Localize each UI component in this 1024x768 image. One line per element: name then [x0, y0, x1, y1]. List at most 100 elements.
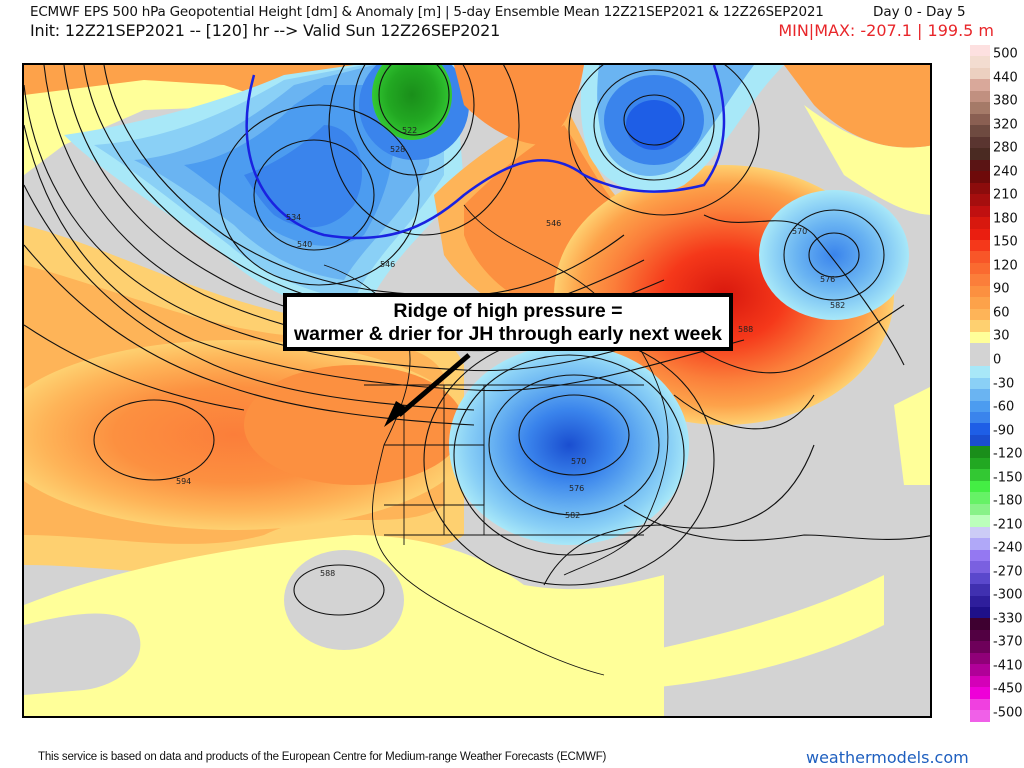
colorbar-swatch — [970, 274, 990, 286]
colorbar-label: 90 — [993, 281, 1010, 297]
colorbar-swatch — [970, 56, 990, 68]
map-canvas: 522 528 534 540 546 570 576 582 588 594 … — [24, 65, 930, 716]
colorbar-swatch — [970, 285, 990, 298]
contour-label: 528 — [390, 145, 405, 154]
colorbar-swatch — [970, 584, 990, 596]
chart-title: ECMWF EPS 500 hPa Geopotential Height [d… — [30, 4, 824, 20]
colorbar-swatch — [970, 366, 990, 378]
colorbar-swatch — [970, 618, 990, 630]
colorbar — [970, 45, 990, 722]
min-max-readout: MIN|MAX: -207.1 | 199.5 m — [778, 21, 994, 40]
contour-label: 588 — [320, 569, 335, 578]
colorbar-label: -30 — [993, 376, 1015, 391]
colorbar-label: 380 — [993, 93, 1018, 109]
colorbar-swatch — [970, 45, 990, 57]
colorbar-swatch — [970, 664, 990, 676]
colorbar-label: 0 — [993, 352, 1002, 368]
colorbar-label: 240 — [993, 164, 1018, 180]
colorbar-swatch — [970, 136, 990, 149]
colorbar-swatch — [970, 629, 990, 642]
colorbar-label: -500 — [993, 705, 1023, 721]
colorbar-swatch — [970, 228, 990, 240]
colorbar-label: 30 — [993, 328, 1010, 344]
colorbar-swatch — [970, 595, 990, 607]
colorbar-label: -150 — [993, 470, 1023, 486]
colorbar-swatch — [970, 148, 990, 160]
colorbar-swatch — [970, 687, 990, 699]
colorbar-swatch — [970, 102, 990, 114]
colorbar-label: -370 — [993, 634, 1023, 650]
colorbar-swatch — [970, 194, 990, 206]
colorbar-label: -90 — [993, 423, 1015, 439]
colorbar-swatch — [970, 538, 990, 550]
colorbar-swatch — [970, 606, 990, 619]
contour-label: 522 — [402, 126, 417, 135]
contour-label: 576 — [820, 275, 835, 284]
colorbar-swatch — [970, 182, 990, 195]
colorbar-swatch — [970, 251, 990, 263]
colorbar-label: -180 — [993, 493, 1023, 509]
colorbar-swatch — [970, 400, 990, 412]
contour-label: 546 — [380, 260, 395, 269]
contour-label: 534 — [286, 213, 301, 222]
colorbar-label: -120 — [993, 446, 1023, 462]
day-range: Day 0 - Day 5 — [873, 4, 966, 20]
colorbar-swatch — [970, 492, 990, 504]
colorbar-swatch — [970, 331, 990, 344]
colorbar-swatch — [970, 434, 990, 447]
colorbar-label: 60 — [993, 305, 1010, 321]
colorbar-label: -60 — [993, 399, 1015, 415]
colorbar-swatch — [970, 446, 990, 458]
colorbar-label: -300 — [993, 587, 1023, 603]
colorbar-swatch — [970, 308, 990, 321]
colorbar-label: 210 — [993, 187, 1018, 203]
colorbar-label: 150 — [993, 234, 1018, 250]
colorbar-swatch — [970, 549, 990, 562]
colorbar-swatch — [970, 698, 990, 711]
colorbar-label: -270 — [993, 564, 1023, 580]
colorbar-label: -240 — [993, 540, 1023, 556]
colorbar-swatch — [970, 217, 990, 229]
colorbar-label: 180 — [993, 211, 1018, 227]
colorbar-swatch — [970, 457, 990, 470]
ecmwf-credit: This service is based on data and produc… — [38, 751, 607, 763]
annotation-callout: Ridge of high pressure = warmer & drier … — [283, 293, 733, 351]
colorbar-swatch — [970, 515, 990, 527]
colorbar-label: 120 — [993, 258, 1018, 274]
contour-label: 588 — [738, 325, 753, 334]
colorbar-swatch — [970, 389, 990, 401]
colorbar-swatch — [970, 262, 990, 275]
colorbar-swatch — [970, 239, 990, 252]
colorbar-label: -330 — [993, 611, 1023, 627]
colorbar-swatch — [970, 79, 990, 91]
colorbar-swatch — [970, 572, 990, 585]
colorbar-swatch — [970, 412, 990, 424]
contour-label: 570 — [571, 457, 586, 466]
colorbar-swatch — [970, 469, 990, 481]
init-valid-line: Init: 12Z21SEP2021 -- [120] hr --> Valid… — [30, 21, 501, 40]
forecast-map: 522 528 534 540 546 570 576 582 588 594 … — [22, 63, 932, 718]
colorbar-swatch — [970, 423, 990, 435]
colorbar-swatch — [970, 343, 990, 355]
annotation-line-1: Ridge of high pressure = — [393, 300, 623, 322]
colorbar-swatch — [970, 205, 990, 218]
colorbar-swatch — [970, 641, 990, 653]
colorbar-swatch — [970, 526, 990, 539]
colorbar-swatch — [970, 320, 990, 332]
colorbar-swatch — [970, 171, 990, 183]
colorbar-swatch — [970, 67, 990, 80]
contour-label: 540 — [297, 240, 312, 249]
contour-label: 570 — [792, 227, 807, 236]
colorbar-swatch — [970, 561, 990, 573]
colorbar-swatch — [970, 125, 990, 137]
site-link[interactable]: weathermodels.com — [806, 748, 969, 767]
colorbar-swatch — [970, 675, 990, 688]
colorbar-label: -210 — [993, 517, 1023, 533]
colorbar-label: 440 — [993, 70, 1018, 86]
colorbar-label: 500 — [993, 46, 1018, 62]
colorbar-label: -450 — [993, 681, 1023, 697]
contour-label: 594 — [176, 477, 191, 486]
colorbar-swatch — [970, 159, 990, 172]
annotation-line-2: warmer & drier for JH through early next… — [293, 323, 723, 345]
contour-label: 546 — [546, 219, 561, 228]
